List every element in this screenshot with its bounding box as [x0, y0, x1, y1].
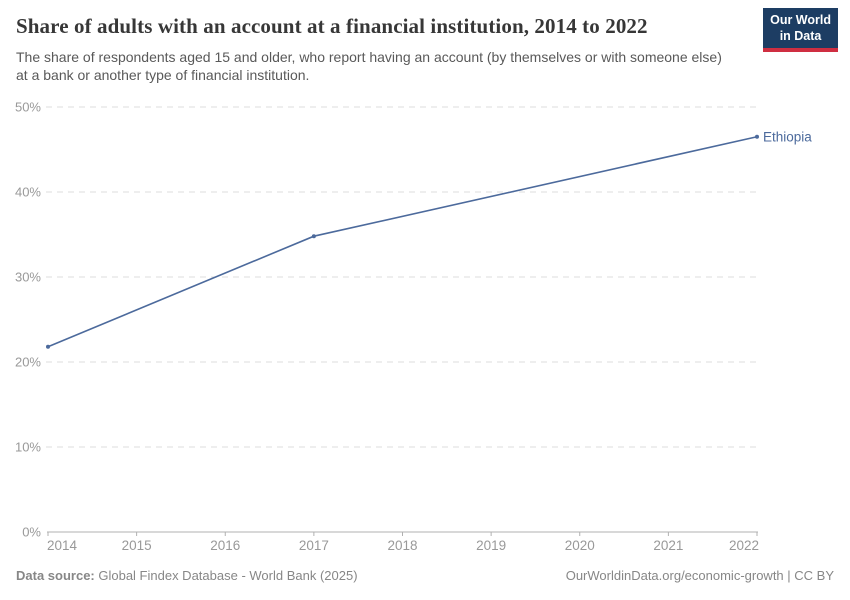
x-tick-label-2019: 2019 — [476, 538, 506, 553]
x-tick-label-2021: 2021 — [653, 538, 683, 553]
y-tick-label-20: 20% — [15, 355, 41, 370]
data-source-note: Data source: Global Findex Database - Wo… — [16, 568, 358, 583]
x-tick-label-2020: 2020 — [565, 538, 595, 553]
x-tick-label-2014: 2014 — [47, 538, 78, 553]
data-point-ethiopia-2022[interactable] — [755, 134, 759, 139]
chart-header: Share of adults with an account at a fin… — [16, 14, 756, 85]
series-end-label-ethiopia[interactable]: Ethiopia — [763, 129, 812, 144]
chart-subtitle: The share of respondents aged 15 and old… — [16, 49, 722, 84]
y-tick-label-40: 40% — [15, 185, 41, 200]
owid-cc-link[interactable]: OurWorldinData.org/economic-growth | CC … — [565, 568, 834, 583]
y-tick-label-10: 10% — [15, 440, 41, 455]
chart-footer: Data source: Global Findex Database - Wo… — [16, 568, 834, 583]
x-tick-label-2015: 2015 — [122, 538, 152, 553]
x-tick-label-2017: 2017 — [299, 538, 329, 553]
data-point-ethiopia-2014[interactable] — [46, 344, 50, 349]
line-chart-svg: 0% 10% 20% 30% 40% 50% 2014 2015 2016 2017 2018 201… — [15, 100, 812, 554]
chart-title: Share of adults with an account at a fin… — [16, 14, 648, 38]
owid-logo-line2: in Data — [779, 28, 822, 43]
plot-area: 0% 10% 20% 30% 40% 50% 2014 2015 2016 2017 2018 201… — [0, 95, 850, 560]
data-source-label: Data source: — [16, 568, 95, 583]
x-tick-label-2016: 2016 — [210, 538, 240, 553]
owid-logo-line1: Our World — [770, 13, 831, 27]
owid-logo[interactable]: Our World in Data — [763, 8, 838, 53]
data-source-text: Global Findex Database - World Bank (202… — [94, 568, 358, 583]
series-line-ethiopia[interactable] — [47, 135, 758, 348]
y-tick-label-50: 50% — [15, 100, 41, 115]
x-tick-label-2022: 2022 — [729, 538, 759, 553]
x-tick-label-2018: 2018 — [387, 538, 417, 553]
y-tick-label-0: 0% — [22, 525, 41, 540]
data-point-ethiopia-2017[interactable] — [311, 234, 316, 239]
y-tick-label-30: 30% — [15, 270, 41, 285]
